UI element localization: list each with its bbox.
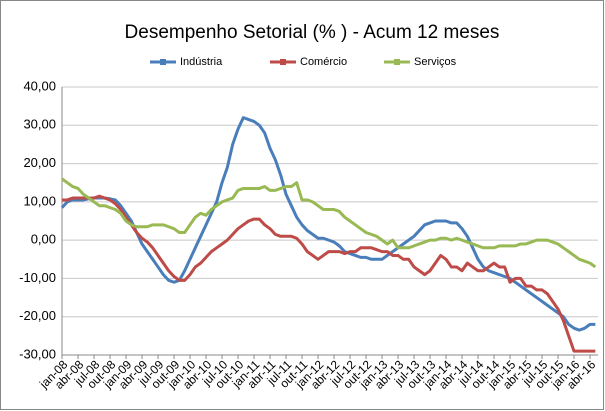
- legend-marker: [280, 59, 286, 65]
- y-tick-label: 40,00: [23, 78, 56, 93]
- series-line: [62, 194, 596, 353]
- y-tick-label: 0,00: [31, 232, 56, 247]
- y-tick-label: -30,00: [19, 346, 56, 361]
- y-tick-label: 30,00: [23, 117, 56, 132]
- legend-marker: [394, 59, 400, 65]
- y-tick-label: -10,00: [19, 270, 56, 285]
- series-line: [61, 177, 597, 269]
- legend-label: Serviços: [414, 56, 457, 68]
- legend-label: Indústria: [180, 56, 223, 68]
- legend-label: Comércio: [300, 56, 347, 68]
- y-tick-label: -20,00: [19, 308, 56, 323]
- chart-title: Desempenho Setorial (% ) - Acum 12 meses: [125, 22, 500, 43]
- y-tick-label: 10,00: [23, 193, 56, 208]
- y-tick-label: 20,00: [23, 155, 56, 170]
- series-line: [60, 116, 596, 332]
- legend-marker: [160, 59, 166, 65]
